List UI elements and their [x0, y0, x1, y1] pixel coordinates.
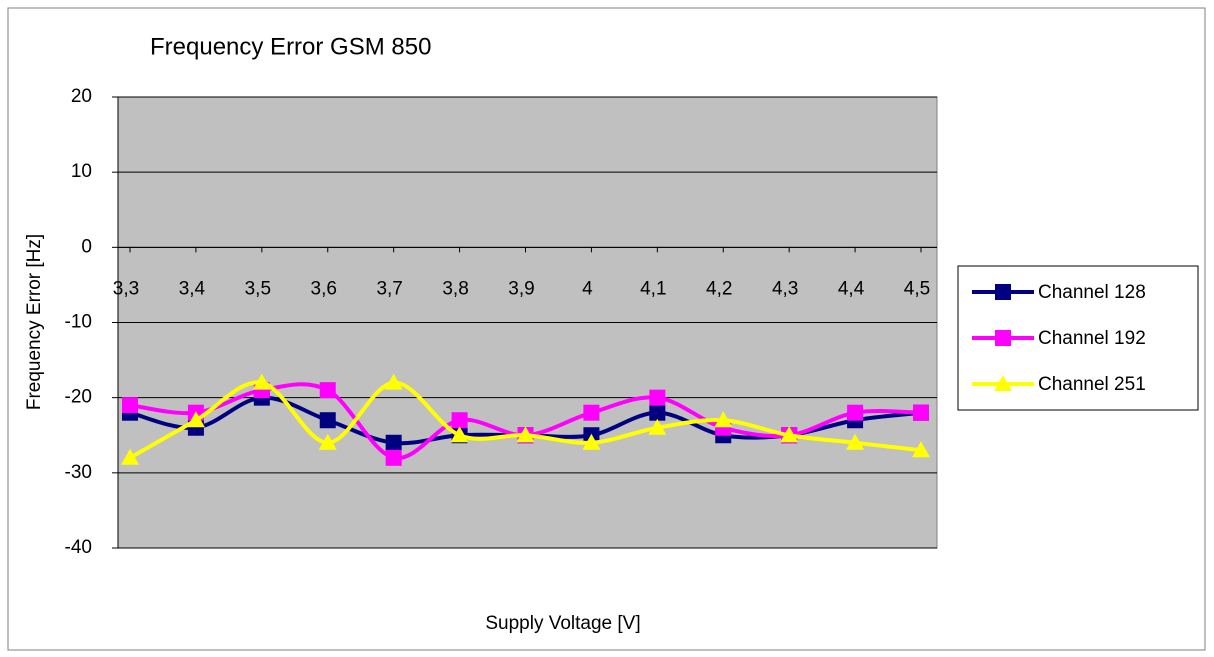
data-point: [384, 373, 403, 390]
data-point: [649, 389, 666, 406]
data-point: [583, 404, 600, 421]
legend-marker: [995, 330, 1011, 346]
y-tick-label: -40: [65, 537, 92, 558]
data-point: [649, 404, 666, 421]
data-point: [319, 412, 336, 429]
x-tick-label: 3,4: [179, 278, 206, 299]
data-point: [714, 411, 733, 428]
data-point: [648, 418, 667, 435]
legend-marker: [995, 284, 1011, 300]
x-tick-label: 4: [582, 278, 593, 299]
data-point: [451, 412, 468, 429]
legend-label: Channel 128: [1038, 282, 1146, 303]
data-point: [516, 426, 535, 443]
data-point: [450, 426, 469, 443]
x-tick-label: 3,5: [245, 278, 271, 299]
data-point: [121, 448, 139, 465]
data-point: [846, 433, 865, 450]
legend-label: Channel 192: [1038, 328, 1146, 349]
data-point: [780, 426, 799, 443]
y-tick-label: 0: [81, 236, 92, 257]
data-point: [847, 404, 864, 421]
y-tick-label: 10: [71, 161, 92, 182]
x-tick-label: 3,9: [508, 278, 534, 299]
data-point: [319, 382, 336, 399]
x-axis-label: Supply Voltage [V]: [485, 613, 640, 634]
x-tick-label: 4,1: [640, 278, 666, 299]
data-point: [318, 433, 337, 450]
data-point: [385, 449, 402, 466]
chart-title: Frequency Error GSM 850: [150, 33, 431, 60]
y-tick-label: -20: [65, 387, 92, 408]
data-point: [582, 433, 601, 450]
data-point: [186, 411, 205, 428]
legend-label: Channel 251: [1038, 374, 1146, 395]
x-tick-label: 4,4: [838, 278, 865, 299]
x-tick-label: 3,8: [442, 278, 468, 299]
x-tick-label: 3,3: [113, 278, 139, 299]
y-axis-label: Frequency Error [Hz]: [24, 234, 45, 410]
y-tick-label: -10: [65, 312, 92, 333]
x-tick-label: 4,5: [904, 278, 930, 299]
x-tick-label: 4,2: [706, 278, 732, 299]
x-tick-label: 3,7: [376, 278, 402, 299]
x-tick-label: 3,6: [311, 278, 337, 299]
x-tick-label: 4,3: [772, 278, 798, 299]
legend-marker: [994, 375, 1012, 391]
y-tick-label: 20: [71, 86, 92, 107]
data-point: [913, 404, 929, 421]
data-point: [122, 397, 138, 414]
data-point: [252, 373, 271, 390]
y-tick-label: -30: [65, 462, 92, 483]
data-point: [385, 434, 402, 451]
data-point: [912, 441, 930, 458]
